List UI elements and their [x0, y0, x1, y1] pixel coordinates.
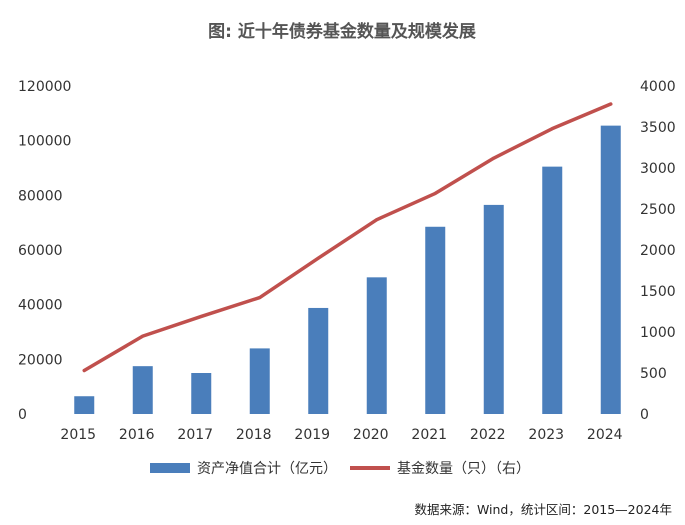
right-tick-label: 500: [640, 366, 667, 382]
legend-bar-swatch: [150, 463, 190, 473]
left-tick-label: 80000: [18, 188, 63, 204]
legend-line-label: 基金数量（只）（右）: [397, 460, 530, 477]
x-tick-label: 2020: [353, 427, 389, 443]
chart-title: 图: 近十年债券基金数量及规模发展: [208, 21, 476, 42]
x-tick-label: 2021: [411, 427, 447, 443]
x-tick-label: 2015: [60, 427, 96, 443]
bar: [600, 125, 621, 414]
left-tick-label: 60000: [18, 243, 63, 259]
bar: [366, 277, 387, 414]
bar: [74, 396, 95, 414]
left-axis: 0 20000 40000 60000 80000 100000 120000: [18, 79, 71, 423]
right-tick-label: 3500: [640, 120, 676, 136]
right-tick-label: 2000: [640, 243, 676, 259]
line-point: [492, 156, 496, 160]
right-tick-label: 0: [640, 407, 649, 423]
series-line: [82, 102, 613, 373]
bar: [483, 204, 504, 414]
legend: 资产净值合计（亿元） 基金数量（只）（右）: [150, 460, 530, 477]
bar: [308, 307, 329, 414]
bar: [425, 226, 446, 414]
x-tick-label: 2019: [294, 427, 330, 443]
right-tick-label: 1500: [640, 284, 676, 300]
x-axis: 2015 2016 2017 2018 2019 2020 2021 2022 2023 2024: [60, 427, 622, 443]
right-tick-label: 2500: [640, 202, 676, 218]
right-axis: 0 500 1000 1500 2000 2500 3000 3500 4000: [640, 79, 676, 423]
left-tick-label: 100000: [18, 134, 71, 150]
x-tick-label: 2016: [119, 427, 155, 443]
x-tick-label: 2023: [528, 427, 564, 443]
legend-bar-label: 资产净值合计（亿元）: [197, 461, 337, 477]
left-tick-label: 0: [18, 407, 27, 423]
bar: [542, 166, 563, 414]
line-series: [82, 102, 613, 373]
x-tick-label: 2017: [177, 427, 213, 443]
x-tick-label: 2022: [470, 427, 506, 443]
left-tick-label: 40000: [18, 298, 63, 314]
line-point: [609, 102, 613, 106]
line-point: [316, 256, 320, 260]
right-tick-label: 1000: [640, 325, 676, 341]
line-point: [82, 369, 86, 373]
x-tick-label: 2024: [587, 427, 623, 443]
right-tick-label: 3000: [640, 161, 676, 177]
source-note: 数据来源：Wind，统计区间：2015—2024年: [414, 502, 672, 517]
line-point: [199, 314, 203, 318]
legend-line-swatch: [350, 466, 390, 470]
bar-series: [74, 125, 621, 414]
right-tick-label: 4000: [640, 79, 676, 95]
x-tick-label: 2018: [236, 427, 272, 443]
left-tick-label: 20000: [18, 352, 63, 368]
line-point: [258, 296, 262, 300]
bar: [132, 366, 153, 414]
line-point: [141, 334, 145, 338]
line-point: [550, 127, 554, 131]
bar: [249, 348, 270, 414]
line-point: [433, 191, 437, 195]
line-point: [375, 218, 379, 222]
bar: [191, 373, 212, 414]
left-tick-label: 120000: [18, 79, 71, 95]
